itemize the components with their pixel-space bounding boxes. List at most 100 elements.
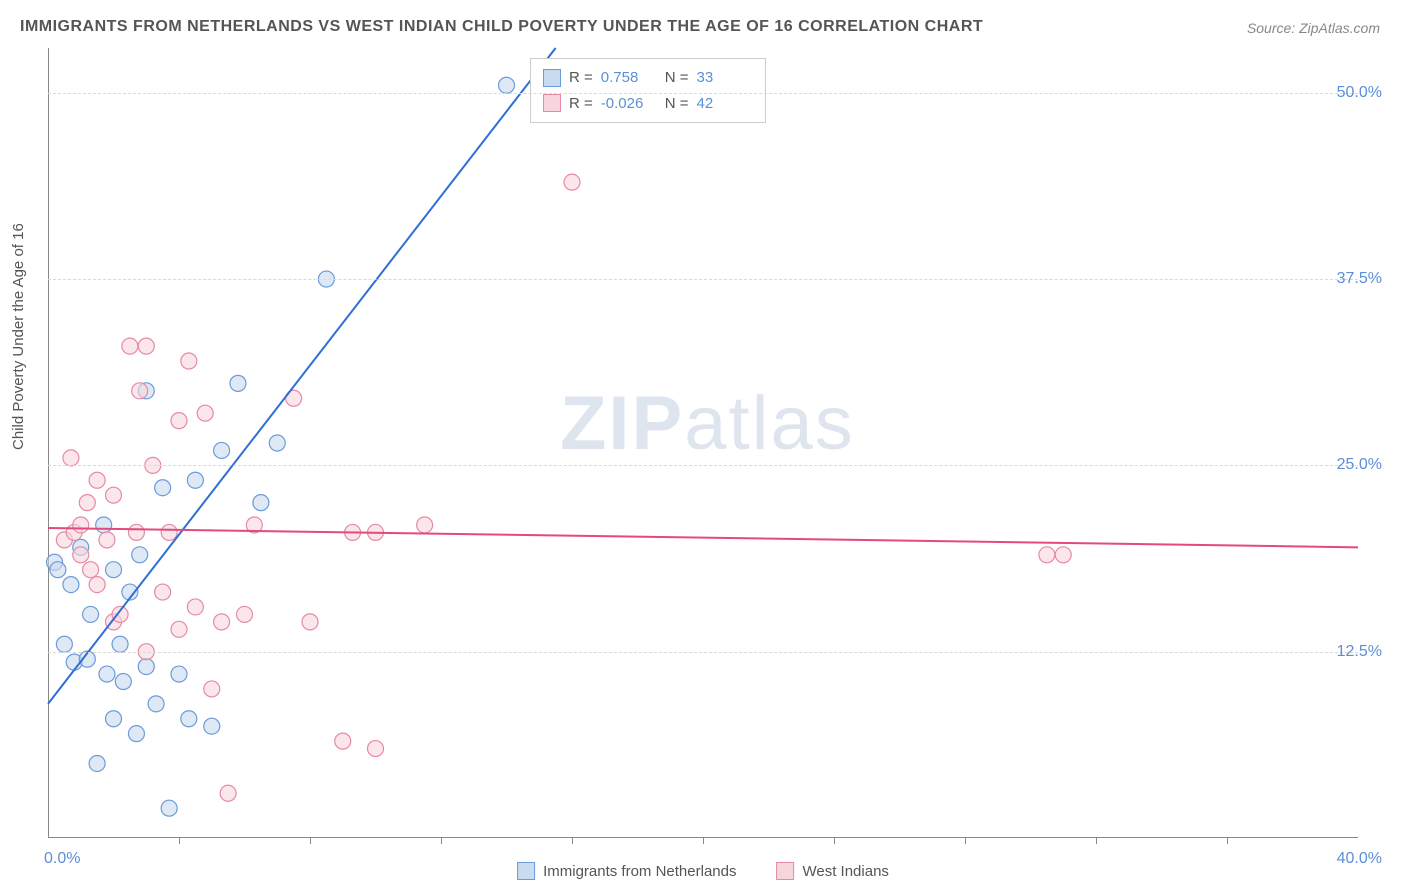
gridline-h xyxy=(48,465,1358,466)
scatter-point xyxy=(115,673,131,689)
stat-n-label-0: N = xyxy=(665,65,689,91)
scatter-point xyxy=(122,338,138,354)
scatter-point xyxy=(106,487,122,503)
scatter-point xyxy=(73,547,89,563)
x-tick xyxy=(310,838,311,844)
stats-swatch-1 xyxy=(543,94,561,112)
scatter-point xyxy=(106,562,122,578)
stat-n-value-0: 33 xyxy=(697,65,753,91)
x-tick-label: 40.0% xyxy=(1337,850,1382,868)
scatter-point xyxy=(89,472,105,488)
scatter-point xyxy=(112,606,128,622)
y-axis-label: Child Poverty Under the Age of 16 xyxy=(10,223,27,450)
scatter-point xyxy=(50,562,66,578)
scatter-point xyxy=(335,733,351,749)
scatter-point xyxy=(155,584,171,600)
scatter-point xyxy=(1039,547,1055,563)
legend-bottom: Immigrants from Netherlands West Indians xyxy=(517,862,889,880)
gridline-h xyxy=(48,93,1358,94)
scatter-point xyxy=(237,606,253,622)
scatter-point xyxy=(63,577,79,593)
scatter-point xyxy=(204,718,220,734)
scatter-point xyxy=(132,383,148,399)
scatter-point xyxy=(56,636,72,652)
plot-svg xyxy=(48,48,1358,838)
scatter-point xyxy=(269,435,285,451)
x-tick xyxy=(834,838,835,844)
x-tick xyxy=(1227,838,1228,844)
scatter-point xyxy=(73,517,89,533)
scatter-point xyxy=(181,353,197,369)
x-tick xyxy=(441,838,442,844)
scatter-point xyxy=(230,375,246,391)
scatter-point xyxy=(161,524,177,540)
legend-label-1: West Indians xyxy=(802,863,888,880)
scatter-point xyxy=(220,785,236,801)
legend-label-0: Immigrants from Netherlands xyxy=(543,863,736,880)
scatter-point xyxy=(155,480,171,496)
x-tick xyxy=(965,838,966,844)
scatter-point xyxy=(83,606,99,622)
scatter-point xyxy=(171,621,187,637)
scatter-point xyxy=(197,405,213,421)
stat-r-label-0: R = xyxy=(569,65,593,91)
scatter-point xyxy=(132,547,148,563)
scatter-point xyxy=(89,755,105,771)
source-label: Source: ZipAtlas.com xyxy=(1247,20,1380,36)
gridline-h xyxy=(48,279,1358,280)
scatter-point xyxy=(302,614,318,630)
scatter-point xyxy=(138,659,154,675)
legend-swatch-1 xyxy=(776,862,794,880)
x-tick xyxy=(572,838,573,844)
x-tick xyxy=(179,838,180,844)
scatter-point xyxy=(171,413,187,429)
scatter-point xyxy=(106,711,122,727)
scatter-point xyxy=(99,666,115,682)
gridline-h xyxy=(48,652,1358,653)
scatter-point xyxy=(112,636,128,652)
chart-container: IMMIGRANTS FROM NETHERLANDS VS WEST INDI… xyxy=(0,0,1406,892)
y-tick-label: 37.5% xyxy=(1337,270,1382,288)
scatter-point xyxy=(368,741,384,757)
scatter-point xyxy=(63,450,79,466)
scatter-point xyxy=(161,800,177,816)
trend-line xyxy=(48,528,1358,547)
scatter-point xyxy=(1055,547,1071,563)
scatter-point xyxy=(187,599,203,615)
scatter-point xyxy=(214,442,230,458)
stats-box: R = 0.758 N = 33 R = -0.026 N = 42 xyxy=(530,58,766,123)
scatter-point xyxy=(99,532,115,548)
scatter-point xyxy=(187,472,203,488)
chart-title: IMMIGRANTS FROM NETHERLANDS VS WEST INDI… xyxy=(20,18,983,36)
scatter-point xyxy=(83,562,99,578)
scatter-point xyxy=(128,726,144,742)
scatter-point xyxy=(499,77,515,93)
scatter-point xyxy=(564,174,580,190)
scatter-point xyxy=(138,338,154,354)
scatter-point xyxy=(417,517,433,533)
legend-item-1: West Indians xyxy=(776,862,888,880)
scatter-point xyxy=(128,524,144,540)
stat-n-label-1: N = xyxy=(665,91,689,117)
scatter-point xyxy=(171,666,187,682)
stat-r-value-1: -0.026 xyxy=(601,91,657,117)
stat-n-value-1: 42 xyxy=(697,91,753,117)
legend-swatch-0 xyxy=(517,862,535,880)
scatter-point xyxy=(181,711,197,727)
stats-row-1: R = -0.026 N = 42 xyxy=(543,91,753,117)
x-tick xyxy=(1096,838,1097,844)
legend-item-0: Immigrants from Netherlands xyxy=(517,862,736,880)
scatter-point xyxy=(214,614,230,630)
y-tick-label: 50.0% xyxy=(1337,84,1382,102)
trend-line xyxy=(48,48,556,704)
stat-r-label-1: R = xyxy=(569,91,593,117)
scatter-point xyxy=(204,681,220,697)
scatter-point xyxy=(148,696,164,712)
x-tick-label: 0.0% xyxy=(44,850,80,868)
stats-swatch-0 xyxy=(543,69,561,87)
scatter-point xyxy=(79,495,95,511)
scatter-point xyxy=(89,577,105,593)
stats-row-0: R = 0.758 N = 33 xyxy=(543,65,753,91)
x-tick xyxy=(703,838,704,844)
scatter-point xyxy=(96,517,112,533)
